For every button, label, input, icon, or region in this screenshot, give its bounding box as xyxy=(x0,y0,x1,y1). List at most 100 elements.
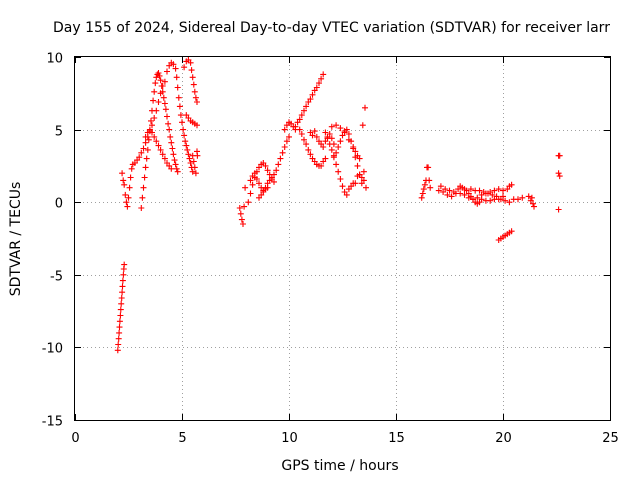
data-point xyxy=(339,132,346,139)
x-tick-label: 15 xyxy=(388,431,405,446)
data-point xyxy=(343,191,350,198)
data-point xyxy=(420,186,427,193)
data-point xyxy=(116,324,123,331)
y-axis-label: SDTVAR / TECUs xyxy=(8,182,24,297)
chart-title: Day 155 of 2024, Sidereal Day-to-day VTE… xyxy=(53,20,610,36)
data-point xyxy=(339,183,346,190)
data-point xyxy=(508,181,515,188)
data-point xyxy=(491,187,498,194)
data-point xyxy=(487,197,494,204)
data-point xyxy=(320,144,327,150)
data-point xyxy=(175,94,182,101)
data-point xyxy=(301,136,307,143)
data-point xyxy=(115,341,122,348)
data-point xyxy=(320,71,327,78)
data-point xyxy=(333,161,340,168)
data-point xyxy=(495,196,502,203)
data-point xyxy=(117,312,124,319)
y-tick-label: 5 xyxy=(55,125,63,140)
data-point xyxy=(114,347,121,354)
data-point xyxy=(170,61,177,68)
data-point xyxy=(179,119,185,126)
data-point xyxy=(531,203,537,210)
data-point xyxy=(421,181,428,188)
data-point xyxy=(164,113,170,120)
data-point xyxy=(528,194,535,201)
data-point xyxy=(192,170,199,177)
data-point xyxy=(313,84,320,91)
data-point xyxy=(264,184,271,191)
data-point xyxy=(352,180,359,187)
y-tick-label: 0 xyxy=(55,197,63,212)
data-point xyxy=(158,83,165,89)
data-point xyxy=(307,96,314,103)
data-point xyxy=(166,126,173,133)
data-point xyxy=(305,146,312,153)
data-point xyxy=(153,138,160,145)
data-point xyxy=(275,161,282,168)
data-point xyxy=(144,146,151,153)
data-point xyxy=(352,154,359,161)
data-point xyxy=(127,174,134,181)
data-point xyxy=(116,318,123,325)
data-point xyxy=(155,99,162,105)
data-point xyxy=(251,170,258,177)
data-point xyxy=(506,199,513,206)
data-point xyxy=(350,145,357,152)
data-point xyxy=(128,165,135,172)
data-point xyxy=(171,157,178,164)
data-point xyxy=(181,64,188,71)
data-point xyxy=(152,80,159,87)
data-point xyxy=(162,106,169,113)
data-point xyxy=(117,306,124,313)
data-point xyxy=(124,203,131,210)
data-point xyxy=(281,144,288,150)
data-point xyxy=(264,167,271,174)
data-point xyxy=(298,112,305,119)
data-point xyxy=(283,138,290,145)
data-point xyxy=(140,145,147,152)
data-point xyxy=(192,94,199,101)
data-point xyxy=(303,103,310,110)
data-point xyxy=(160,94,167,101)
data-point xyxy=(120,271,127,278)
data-point xyxy=(120,177,127,184)
data-point xyxy=(181,132,188,139)
data-point xyxy=(343,126,350,133)
data-point xyxy=(556,173,563,180)
x-tick-label: 0 xyxy=(71,431,79,446)
data-point xyxy=(161,155,168,162)
data-point xyxy=(138,149,145,156)
data-point xyxy=(118,300,125,307)
data-point xyxy=(442,186,449,193)
data-point xyxy=(187,160,194,166)
data-point xyxy=(164,68,170,75)
data-point xyxy=(271,171,277,178)
data-point xyxy=(170,151,177,158)
data-point xyxy=(461,191,468,198)
data-point xyxy=(328,123,335,130)
data-point xyxy=(296,116,303,123)
data-point xyxy=(489,191,496,198)
data-point xyxy=(161,78,168,85)
data-point xyxy=(142,164,149,171)
data-point xyxy=(245,199,252,206)
data-point xyxy=(307,151,314,158)
data-point xyxy=(126,184,133,191)
data-point xyxy=(182,138,189,145)
data-point xyxy=(159,151,166,158)
data-point xyxy=(118,295,125,301)
data-point xyxy=(237,210,244,217)
data-point xyxy=(292,123,299,130)
data-point xyxy=(262,162,269,169)
data-point xyxy=(151,88,158,95)
data-point xyxy=(186,155,193,162)
data-point xyxy=(444,191,451,198)
data-point xyxy=(173,74,180,81)
data-point xyxy=(122,191,129,198)
data-point xyxy=(247,177,254,184)
data-point xyxy=(500,187,506,194)
data-point xyxy=(309,132,316,139)
data-point xyxy=(465,194,472,201)
